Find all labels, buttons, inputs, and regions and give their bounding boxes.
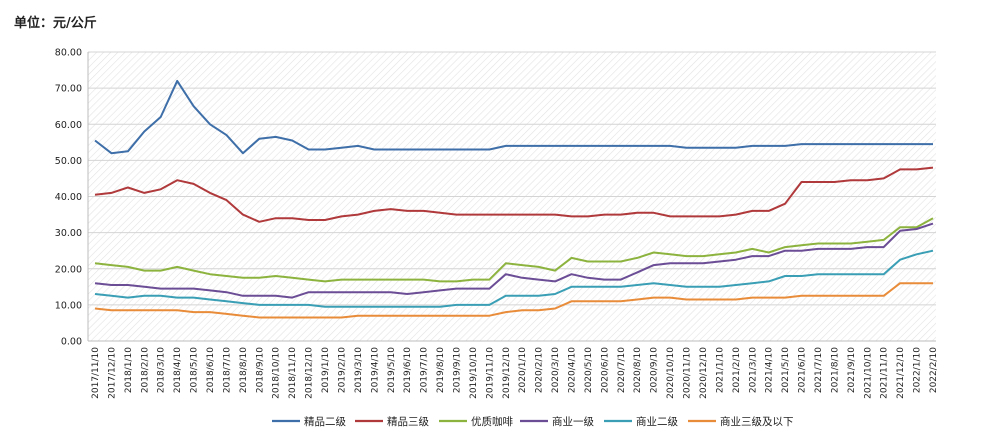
x-tick-label: 2018/6/10 (206, 347, 216, 393)
y-tick-label: 70.00 (55, 84, 82, 95)
x-tick-label: 2019/11/10 (485, 347, 495, 399)
x-tick-label: 2020/1/10 (518, 347, 528, 393)
y-tick-label: 20.00 (55, 264, 82, 275)
x-tick-label: 2022/1/10 (913, 347, 923, 393)
legend: 精品二级 精品三级 优质咖啡 商业一级 商业二级 商业三级及以下 (272, 415, 794, 428)
x-tick-label: 2019/9/10 (452, 347, 462, 393)
x-tick-label: 2020/4/10 (568, 347, 578, 393)
x-tick-label: 2020/9/10 (650, 347, 660, 393)
x-tick-label: 2017/11/10 (91, 347, 101, 399)
x-tick-label: 2021/2/10 (732, 347, 742, 393)
x-tick-label: 2021/1/10 (715, 347, 725, 393)
x-tick-label: 2021/12/10 (896, 347, 906, 399)
x-tick-label: 2019/6/10 (403, 347, 413, 393)
x-tick-label: 2020/8/10 (633, 347, 643, 393)
x-tick-label: 2018/12/10 (305, 347, 315, 399)
y-tick-label: 80.00 (55, 48, 82, 59)
x-tick-label: 2021/6/10 (798, 347, 808, 393)
x-tick-label: 2018/5/10 (190, 347, 200, 393)
x-tick-label: 2018/9/10 (255, 347, 265, 393)
gridlines (87, 51, 936, 342)
y-tick-label: 60.00 (55, 120, 82, 131)
x-tick-label: 2018/3/10 (157, 347, 167, 393)
y-tick-label: 10.00 (55, 300, 82, 311)
x-tick-label: 2018/7/10 (222, 347, 232, 393)
series-line-3 (94, 222, 934, 299)
x-tick-label: 2019/8/10 (436, 347, 446, 393)
y-tick-label: 40.00 (55, 192, 82, 203)
x-tick-label: 2017/12/10 (107, 347, 117, 399)
x-tick-label: 2020/10/10 (666, 347, 676, 399)
x-tick-label: 2020/3/10 (551, 347, 561, 393)
x-tick-label: 2018/11/10 (288, 347, 298, 399)
series-line-0 (94, 79, 933, 155)
x-tick-label: 2019/4/10 (370, 347, 380, 393)
x-tick-label: 2020/5/10 (584, 347, 594, 393)
x-tick-label: 2021/10/10 (863, 347, 873, 399)
x-tick-label: 2018/4/10 (173, 347, 183, 393)
legend-label-1: 精品三级 (387, 415, 429, 428)
series-lines (94, 79, 934, 319)
x-tick-label: 2020/11/10 (683, 347, 693, 399)
x-tick-label: 2021/11/10 (880, 347, 890, 399)
x-tick-label: 2019/5/10 (387, 347, 397, 393)
x-tick-label: 2020/12/10 (699, 347, 709, 399)
x-tick-label: 2019/2/10 (337, 347, 347, 393)
x-tick-label: 2021/4/10 (765, 347, 775, 393)
x-tick-label: 2019/10/10 (469, 347, 479, 399)
x-tick-label: 2018/2/10 (140, 347, 150, 393)
x-tick-label: 2021/7/10 (814, 347, 824, 393)
unit-label: 单位：元/公斤 (14, 16, 97, 31)
x-tick-label: 2022/2/10 (929, 347, 939, 393)
legend-label-5: 商业三级及以下 (720, 415, 794, 428)
x-tick-label: 2020/7/10 (617, 347, 627, 393)
series-line-2 (94, 217, 934, 283)
series-line-1 (94, 166, 934, 223)
y-tick-label: 30.00 (55, 228, 82, 239)
x-tick-label: 2021/9/10 (847, 347, 857, 393)
x-tick-label: 2021/8/10 (830, 347, 840, 393)
x-tick-label: 2018/8/10 (239, 347, 249, 393)
x-axis: 2017/11/10 2017/12/10 2018/1/10 2018/2/10 20… (91, 347, 939, 399)
x-tick-label: 2019/1/10 (321, 347, 331, 393)
x-tick-label: 2018/10/10 (272, 347, 282, 399)
x-tick-label: 2019/3/10 (354, 347, 364, 393)
x-tick-label: 2020/2/10 (535, 347, 545, 393)
y-axis: 0.00 10.00 20.00 30.00 40.00 50.00 60.00 70.00 8… (55, 48, 82, 348)
x-tick-label: 2018/1/10 (124, 347, 134, 393)
legend-label-2: 优质咖啡 (471, 415, 513, 428)
x-tick-label: 2020/6/10 (600, 347, 610, 393)
legend-label-3: 商业一级 (552, 415, 594, 428)
series-line-5 (94, 282, 933, 319)
x-tick-label: 2019/12/10 (502, 347, 512, 399)
legend-label-0: 精品二级 (304, 415, 346, 428)
y-tick-label: 50.00 (55, 156, 82, 167)
x-tick-label: 2021/3/10 (748, 347, 758, 393)
x-tick-label: 2021/5/10 (781, 347, 791, 393)
x-tick-label: 2019/7/10 (420, 347, 430, 393)
legend-label-4: 商业二级 (636, 415, 678, 428)
y-tick-label: 0.00 (61, 337, 82, 348)
series-line-4 (94, 249, 934, 308)
